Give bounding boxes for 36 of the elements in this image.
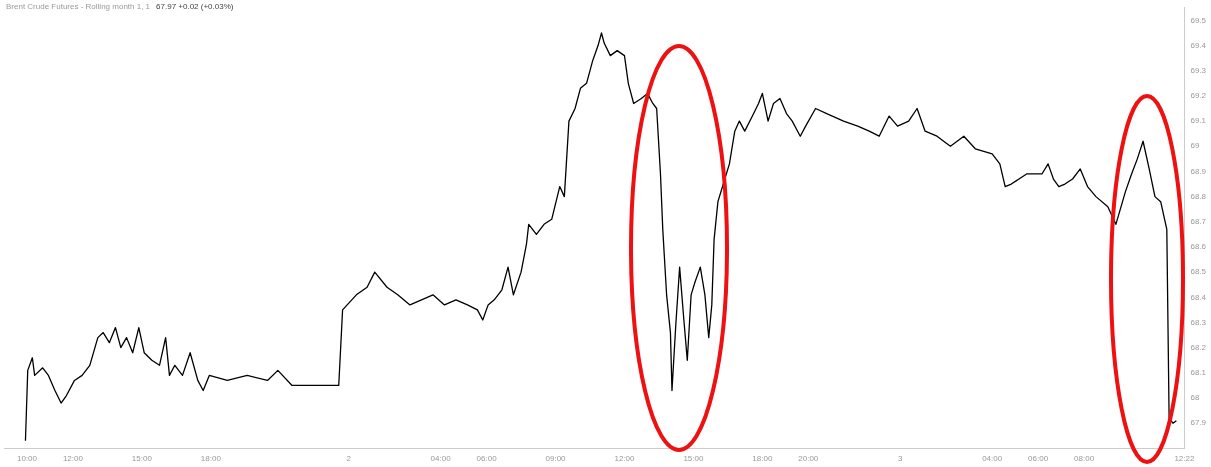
x-tick-label: 04:00 xyxy=(430,454,452,464)
y-tick-label: 69.5 xyxy=(1190,15,1207,25)
y-tick-label: 69.4 xyxy=(1190,40,1207,50)
y-tick-label: 69 xyxy=(1190,141,1200,151)
x-tick-label: 12:00 xyxy=(62,454,84,464)
chart-title: Brent Crude Futures - Rolling month 1, 1 xyxy=(6,2,151,11)
y-tick-label: 68.7 xyxy=(1190,217,1207,227)
y-tick-label: 67.9 xyxy=(1190,418,1207,428)
x-tick-label: 09:00 xyxy=(545,454,567,464)
x-tick-label: 18:00 xyxy=(200,454,222,464)
y-tick-label: 68.6 xyxy=(1190,242,1207,252)
x-tick-label: 06:00 xyxy=(476,454,498,464)
x-tick-label: 15:00 xyxy=(131,454,153,464)
y-tick-label: 68.4 xyxy=(1190,292,1207,302)
x-tick-label: 10:00 xyxy=(16,454,38,464)
y-tick-label: 68.8 xyxy=(1190,191,1207,201)
y-tick-label: 68.3 xyxy=(1190,317,1207,327)
x-tick-label: 12:00 xyxy=(614,454,636,464)
y-tick-label: 68.2 xyxy=(1190,342,1207,352)
x-tick-label: 2 xyxy=(346,454,352,464)
y-tick-label: 69.2 xyxy=(1190,91,1207,101)
x-tick-label: 12:22 xyxy=(1174,454,1195,464)
x-tick-label: 3 xyxy=(898,454,904,464)
x-tick-label: 08:00 xyxy=(1074,454,1095,464)
y-tick-label: 68 xyxy=(1190,393,1200,403)
x-tick-label: 04:00 xyxy=(982,454,1003,464)
x-tick-label: 15:00 xyxy=(683,454,704,464)
x-tick-label: 18:00 xyxy=(752,454,773,464)
y-tick-label: 68.1 xyxy=(1190,368,1207,378)
y-tick-label: 69.1 xyxy=(1190,116,1207,126)
x-tick-label: 20:00 xyxy=(798,454,819,464)
chart-subtitle: 67.97 +0.02 (+0.03%) xyxy=(156,2,234,11)
y-tick-label: 68.9 xyxy=(1190,166,1207,176)
x-tick-label: 06:00 xyxy=(1028,454,1049,464)
y-tick-label: 69.3 xyxy=(1190,65,1207,75)
y-tick-label: 68.5 xyxy=(1190,267,1207,277)
